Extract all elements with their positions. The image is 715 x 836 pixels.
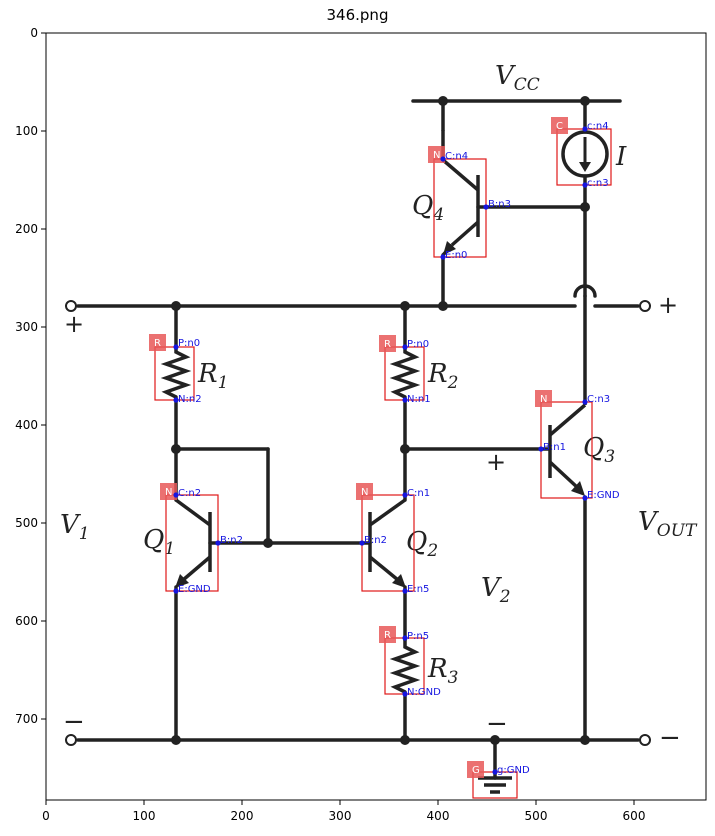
tag-label: N bbox=[540, 394, 547, 405]
tag-label: N bbox=[433, 150, 440, 161]
resistor-r1 bbox=[160, 345, 192, 399]
y-tick-label: 700 bbox=[15, 712, 38, 726]
pin-label: B:n1 bbox=[543, 442, 566, 453]
y-tick-label: 600 bbox=[15, 614, 38, 628]
x-tick-label: 300 bbox=[329, 809, 352, 823]
emitter-arrow-icon bbox=[392, 574, 406, 588]
x-tick-label: 200 bbox=[231, 809, 254, 823]
q3-label: Q3 bbox=[583, 433, 615, 467]
junction-dots bbox=[171, 96, 590, 745]
pin-label: C:n2 bbox=[178, 488, 201, 499]
v1-plus-terminal bbox=[65, 300, 77, 312]
resistor-r3 bbox=[389, 640, 421, 694]
pin-label: C:n3 bbox=[587, 394, 610, 405]
q4-label: Q4 bbox=[412, 191, 444, 225]
q2-label: Q2 bbox=[406, 527, 438, 561]
pin-label: c:n3 bbox=[587, 178, 609, 189]
pin-label: P:n5 bbox=[407, 631, 429, 642]
y-axis: 0 100 200 300 400 500 600 700 bbox=[15, 26, 46, 726]
r1-label: R1 bbox=[197, 359, 228, 393]
emitter-arrow-icon bbox=[175, 574, 189, 588]
pin-label: N:GND bbox=[407, 687, 441, 698]
tag-label: R bbox=[154, 338, 161, 349]
v1-minus-sign: − bbox=[63, 707, 85, 737]
pin-label: C:n1 bbox=[407, 488, 430, 499]
resistor-r2 bbox=[389, 345, 421, 399]
pin-label: g:GND bbox=[497, 765, 530, 776]
arrow-down-icon bbox=[579, 162, 591, 172]
pin-dots bbox=[173, 126, 588, 775]
emitter-arrow-icon bbox=[443, 241, 456, 255]
v2-minus-sign: − bbox=[486, 709, 508, 739]
emitter-arrow-icon bbox=[571, 481, 585, 496]
ground-icon bbox=[478, 776, 512, 794]
pin-label: E:n0 bbox=[445, 250, 467, 261]
v1-minus-terminal bbox=[65, 734, 77, 746]
x-tick-label: 600 bbox=[623, 809, 646, 823]
y-tick-label: 400 bbox=[15, 418, 38, 432]
vout-minus-terminal bbox=[639, 734, 651, 746]
x-tick-label: 500 bbox=[525, 809, 548, 823]
figure-title: 346.png bbox=[326, 6, 389, 24]
v2-label: V2 bbox=[481, 573, 511, 607]
tag-label: C bbox=[556, 121, 563, 132]
y-tick-label: 100 bbox=[15, 124, 38, 138]
r2-label: R2 bbox=[427, 359, 458, 393]
pin-labels: c:n4 c:n3 C:n4 B:n3 E:n0 P:n0 N:n2 P:n0 … bbox=[178, 121, 620, 776]
y-tick-label: 0 bbox=[30, 26, 38, 40]
y-tick-label: 300 bbox=[15, 320, 38, 334]
transistor-q4 bbox=[441, 130, 480, 257]
pin-label: c:n4 bbox=[587, 121, 609, 132]
pin-label: P:n0 bbox=[178, 338, 200, 349]
pin-label: B:n2 bbox=[364, 535, 387, 546]
circuit-wires bbox=[76, 99, 640, 780]
x-tick-label: 0 bbox=[42, 809, 50, 823]
annotation-boxes bbox=[154, 128, 612, 799]
v2-plus-sign: + bbox=[486, 448, 506, 476]
vcc-label: VCC bbox=[495, 61, 540, 95]
vout-label: VOUT bbox=[638, 507, 698, 541]
pin-label: P:n0 bbox=[407, 339, 429, 350]
vout-minus-sign: − bbox=[659, 723, 681, 753]
tag-label: N bbox=[165, 487, 172, 498]
v1-label: V1 bbox=[60, 510, 90, 544]
vout-plus-sign: + bbox=[658, 291, 678, 319]
x-tick-label: 400 bbox=[427, 809, 450, 823]
annotation-tags: C N R R N N N R G bbox=[149, 117, 568, 778]
transistor-q1 bbox=[174, 498, 212, 582]
pin-label: B:n3 bbox=[488, 199, 511, 210]
pin-label: C:n4 bbox=[445, 151, 468, 162]
tag-label: R bbox=[384, 339, 391, 350]
vout-plus-terminal bbox=[639, 300, 651, 312]
tag-label: G bbox=[472, 765, 480, 776]
pin-label: E:GND bbox=[178, 584, 211, 595]
tag-label: N bbox=[361, 487, 368, 498]
x-tick-label: 100 bbox=[133, 809, 156, 823]
transistor-q2 bbox=[368, 498, 407, 582]
y-tick-label: 200 bbox=[15, 222, 38, 236]
pin-label: E:n5 bbox=[407, 584, 429, 595]
pin-label: N:n1 bbox=[407, 394, 431, 405]
v1-plus-sign: + bbox=[64, 310, 84, 338]
pin-label: N:n2 bbox=[178, 394, 202, 405]
current-source-label: I bbox=[615, 142, 627, 172]
pin-label: E:GND bbox=[587, 490, 620, 501]
r3-label: R3 bbox=[427, 654, 458, 688]
y-tick-label: 500 bbox=[15, 516, 38, 530]
tag-label: R bbox=[384, 630, 391, 641]
pin-label: B:n2 bbox=[220, 535, 243, 546]
q1-label: Q1 bbox=[143, 525, 175, 559]
terminals bbox=[65, 300, 651, 746]
transistor-q3 bbox=[548, 400, 587, 490]
plot-frame bbox=[45, 32, 707, 801]
x-axis: 0 100 200 300 400 500 600 bbox=[42, 800, 645, 823]
current-source bbox=[561, 130, 609, 178]
